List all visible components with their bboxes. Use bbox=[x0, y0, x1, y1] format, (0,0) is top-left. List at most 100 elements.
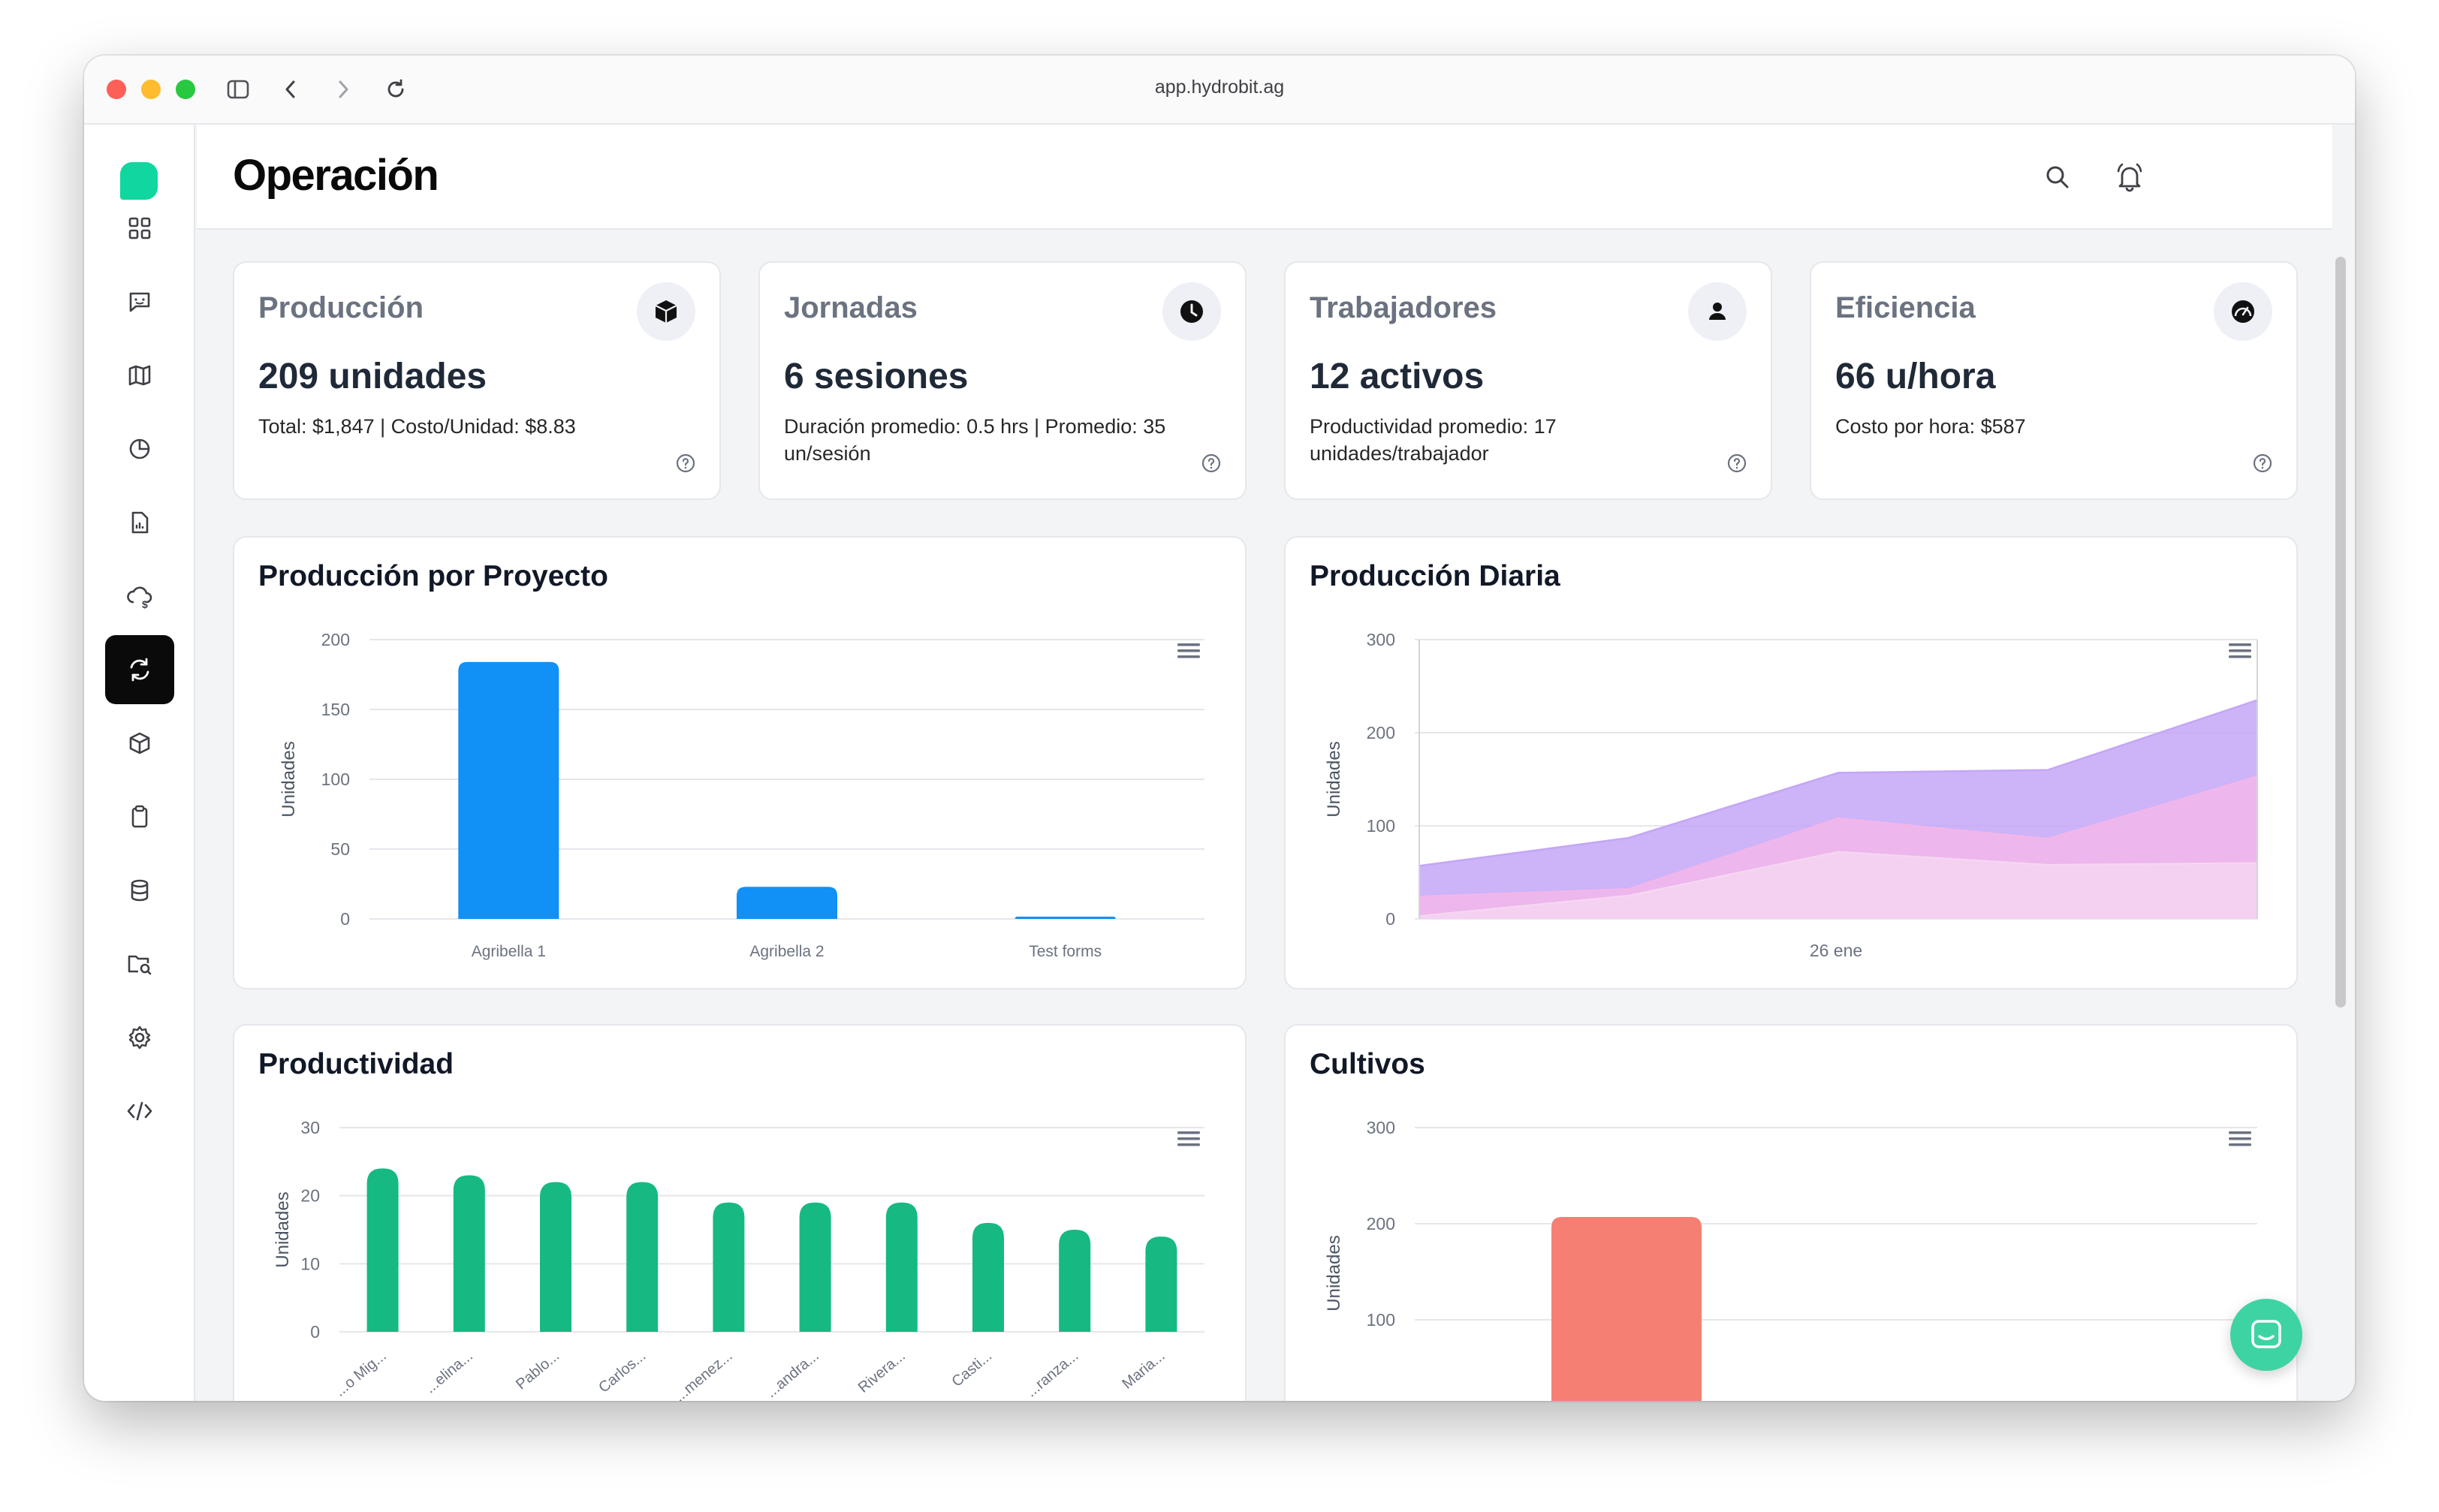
stat-value: 66 u/hora bbox=[1835, 357, 1996, 396]
bar bbox=[799, 1202, 831, 1332]
chart-card-cultivos: Cultivos 100 200 300 Unidades bbox=[1284, 1024, 2298, 1401]
x-tick-label: Pablo... bbox=[513, 1348, 562, 1393]
bar bbox=[626, 1182, 659, 1332]
x-tick-label: ...elina... bbox=[422, 1348, 476, 1396]
chart-title: Producción Diaria bbox=[1310, 560, 1560, 592]
sidebar-item-messages[interactable] bbox=[105, 267, 174, 336]
y-tick-label: 150 bbox=[321, 700, 350, 719]
page-header: Operación bbox=[197, 125, 2332, 230]
sidebar-item-developer[interactable] bbox=[105, 1077, 174, 1146]
chart-menu-icon[interactable] bbox=[1177, 643, 1200, 659]
stat-value: 209 unidades bbox=[258, 357, 487, 396]
forward-icon[interactable] bbox=[329, 75, 357, 104]
clipboard-icon bbox=[131, 805, 148, 828]
chart-menu-icon[interactable] bbox=[2229, 1131, 2251, 1147]
minimize-window-button[interactable] bbox=[141, 80, 161, 99]
y-axis-label: Unidades bbox=[1324, 1235, 1344, 1311]
sidebar-item-settings[interactable] bbox=[105, 1003, 174, 1072]
sidebar-toggle-icon[interactable] bbox=[224, 75, 252, 104]
sidebar-item-sync[interactable] bbox=[105, 635, 174, 704]
gear-icon bbox=[128, 1026, 151, 1050]
bar bbox=[458, 661, 559, 919]
app-logo[interactable] bbox=[120, 162, 158, 200]
y-axis-label: Unidades bbox=[279, 741, 299, 817]
sidebar-item-folder-search[interactable] bbox=[105, 929, 174, 998]
chart-menu-icon[interactable] bbox=[2229, 643, 2251, 659]
close-window-button[interactable] bbox=[107, 80, 126, 99]
bar-chart-productividad: 0 10 20 30 Unidades ...o Mig... ...elina... Pab… bbox=[273, 1118, 1204, 1401]
y-tick-label: 30 bbox=[300, 1118, 320, 1137]
scrollbar[interactable] bbox=[2335, 257, 2346, 1007]
help-icon[interactable] bbox=[1201, 453, 1221, 473]
x-tick-label: ...o Mig... bbox=[332, 1348, 390, 1400]
page-title: Operación bbox=[233, 151, 439, 200]
chat-support-button[interactable] bbox=[2230, 1299, 2302, 1371]
area-series-base bbox=[1419, 851, 2257, 919]
stat-detail: Productividad promedio: 17 unidades/trab… bbox=[1310, 415, 1557, 465]
bar bbox=[1014, 917, 1116, 919]
y-tick-label: 10 bbox=[300, 1254, 320, 1273]
y-tick-label: 100 bbox=[1367, 1310, 1395, 1330]
stat-card-produccion: Producción 209 unidades Total: $1,847 | … bbox=[233, 261, 721, 500]
help-icon[interactable] bbox=[676, 453, 695, 473]
search-icon[interactable] bbox=[2040, 159, 2076, 195]
bell-icon[interactable] bbox=[2112, 159, 2148, 195]
sidebar-item-clipboard[interactable] bbox=[105, 782, 174, 851]
stat-title: Producción bbox=[258, 291, 424, 324]
bar bbox=[1551, 1217, 1702, 1401]
gauge-icon bbox=[2214, 282, 2272, 341]
sidebar-item-database[interactable] bbox=[105, 856, 174, 925]
chart-card-productividad: Productividad 0 10 20 30 Unidades ...o Mig...… bbox=[233, 1024, 1247, 1401]
sidebar-item-reports[interactable] bbox=[105, 414, 174, 483]
cube-icon bbox=[129, 732, 150, 754]
bar-chart-produccion-proyecto: 0 50 100 150 200 Unidades Agribella 1 Agribella… bbox=[279, 630, 1204, 960]
sidebar: $ bbox=[84, 125, 195, 1401]
y-tick-label: 20 bbox=[300, 1186, 320, 1206]
chat-bubble-icon bbox=[2251, 1320, 2281, 1348]
area-chart-produccion-diaria: 0 100 200 300 Unidades 26 ene bbox=[1324, 630, 2258, 960]
stat-value: 12 activos bbox=[1310, 357, 1485, 396]
y-tick-label: 0 bbox=[310, 1322, 320, 1342]
chart-title: Cultivos bbox=[1310, 1048, 1425, 1080]
stat-detail: Total: $1,847 | Costo/Unidad: $8.83 bbox=[258, 415, 576, 438]
chat-icon bbox=[129, 292, 150, 312]
y-tick-label: 300 bbox=[1367, 630, 1395, 649]
map-icon bbox=[128, 365, 151, 386]
folder-search-icon bbox=[128, 955, 152, 975]
chart-card-produccion-diaria: Producción Diaria 0 100 200 300 Unidades 26 e… bbox=[1284, 536, 2298, 989]
bar bbox=[1145, 1236, 1177, 1332]
y-tick-label: 200 bbox=[1367, 723, 1395, 742]
x-tick-label: Casti... bbox=[948, 1348, 995, 1390]
stat-value: 6 sesiones bbox=[784, 357, 969, 396]
series-line-total bbox=[1418, 699, 2258, 867]
y-axis-label: Unidades bbox=[273, 1191, 293, 1267]
y-tick-label: 0 bbox=[340, 909, 350, 929]
grid-icon bbox=[128, 217, 151, 239]
sidebar-item-dashboard[interactable] bbox=[105, 194, 174, 263]
y-tick-label: 100 bbox=[321, 770, 350, 789]
y-tick-label: 0 bbox=[1385, 909, 1395, 929]
box-icon bbox=[637, 282, 695, 341]
reload-icon[interactable] bbox=[381, 75, 410, 104]
bar bbox=[540, 1182, 571, 1332]
address-bar[interactable]: app.hydrobit.ag bbox=[1154, 77, 1285, 98]
document-chart-icon bbox=[131, 511, 149, 534]
chart-title: Productividad bbox=[258, 1048, 454, 1080]
chart-title: Producción por Proyecto bbox=[258, 560, 608, 592]
clock-icon bbox=[1162, 282, 1221, 341]
sidebar-item-products[interactable] bbox=[105, 709, 174, 778]
back-icon[interactable] bbox=[276, 75, 305, 104]
user-icon bbox=[1688, 282, 1747, 341]
sidebar-item-map[interactable] bbox=[105, 341, 174, 410]
sync-icon bbox=[130, 658, 149, 682]
zoom-window-button[interactable] bbox=[176, 80, 195, 99]
sidebar-item-cloud-costs[interactable]: $ bbox=[105, 562, 174, 631]
stat-detail: Duración promedio: 0.5 hrs | Promedio: 3… bbox=[784, 415, 1166, 465]
x-tick-label: ...ranza... bbox=[1023, 1348, 1081, 1400]
chart-menu-icon[interactable] bbox=[1177, 1131, 1200, 1147]
help-icon[interactable] bbox=[2253, 453, 2272, 473]
help-icon[interactable] bbox=[1727, 453, 1747, 473]
bar bbox=[885, 1202, 918, 1332]
y-tick-label: 200 bbox=[1367, 1214, 1395, 1233]
sidebar-item-documents[interactable] bbox=[105, 488, 174, 557]
